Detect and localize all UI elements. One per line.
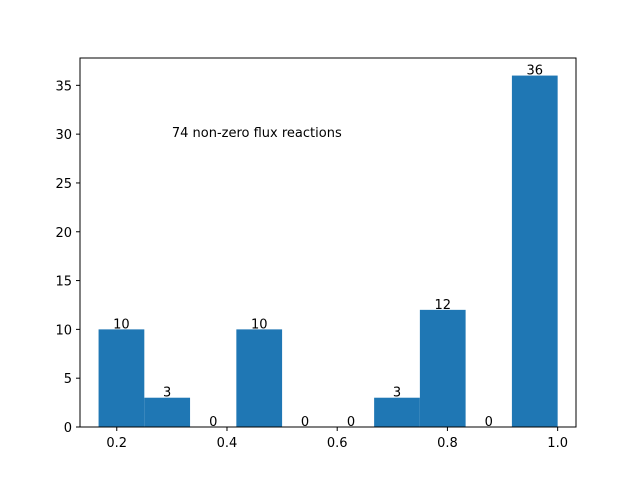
bar-label-8: 0	[485, 415, 493, 430]
bar-9	[511, 75, 558, 428]
bar-1	[144, 397, 191, 427]
bar-label-5: 0	[347, 415, 355, 430]
y-tick-label-0: 0	[64, 421, 72, 436]
y-tick-label-6: 30	[55, 128, 72, 143]
y-tick-label-7: 35	[55, 79, 72, 94]
bar-label-2: 0	[209, 415, 217, 430]
bar-label-7: 12	[434, 298, 451, 313]
y-tick-label-1: 5	[64, 372, 72, 387]
y-tick-label-5: 25	[55, 177, 72, 192]
annotation-text: 74 non-zero flux reactions	[172, 126, 342, 141]
y-tick-label-2: 10	[55, 323, 72, 338]
x-tick-label-0: 0.2	[106, 436, 127, 451]
bars-group	[98, 75, 558, 428]
axes-frame	[79, 57, 577, 428]
x-tick-label-1: 0.4	[217, 436, 238, 451]
bar-label-3: 10	[251, 317, 268, 332]
x-axis-ticks: 0.2 0.4 0.6 0.8 1.0	[106, 427, 568, 451]
bar-label-6: 3	[393, 386, 401, 401]
x-tick-label-4: 1.0	[547, 436, 568, 451]
bar-label-9: 36	[527, 64, 544, 79]
y-axis-ticks: 0 5 10 15 20 25 30 35	[55, 79, 80, 436]
bar-7	[419, 309, 466, 427]
bar-label-4: 0	[301, 415, 309, 430]
y-tick-label-3: 15	[55, 275, 72, 290]
bar-labels-group: 10 3 0 10 0 0 3 12 0 36	[113, 64, 543, 430]
bar-label-1: 3	[163, 386, 171, 401]
bar-0	[98, 329, 145, 427]
x-tick-label-3: 0.8	[437, 436, 458, 451]
y-tick-label-4: 20	[55, 226, 72, 241]
bar-6	[374, 397, 420, 427]
bar-label-0: 10	[113, 317, 130, 332]
bar-3	[236, 329, 283, 427]
x-tick-label-2: 0.6	[327, 436, 348, 451]
